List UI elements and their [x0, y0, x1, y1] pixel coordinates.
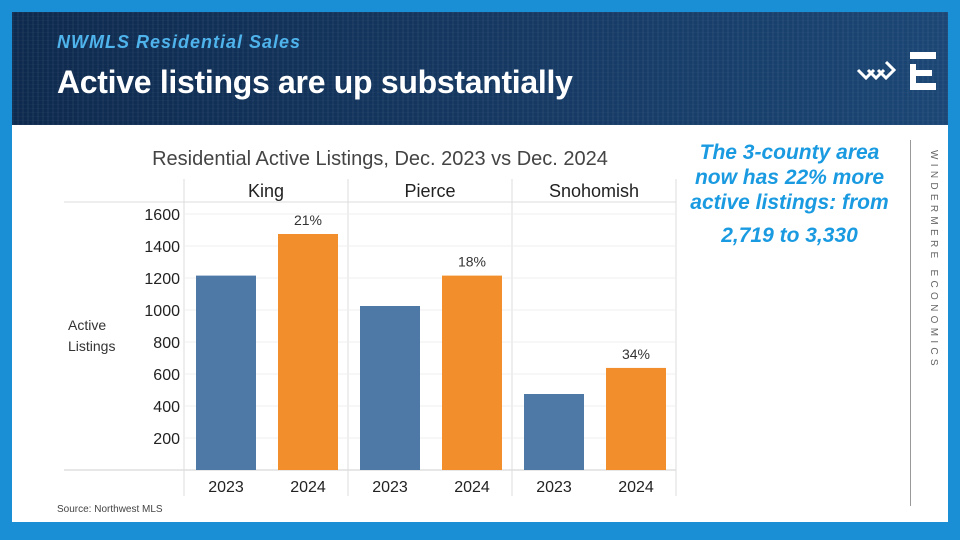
x-tick-label: 2023	[372, 479, 408, 496]
x-tick-label: 2024	[454, 479, 490, 496]
data-label: 18%	[458, 254, 486, 270]
data-label: 21%	[294, 212, 322, 228]
panel-header-label: Snohomish	[549, 181, 639, 201]
slide-title: Active listings are up substantially	[57, 64, 573, 100]
callout-range: 2,719 to 3,330	[721, 224, 858, 247]
slide: NWMLS Residential Sales Active listings …	[12, 12, 948, 528]
brand-divider	[910, 140, 911, 506]
brand-vertical-text: WINDERMERE ECONOMICS	[928, 150, 939, 370]
x-tick-label: 2023	[208, 479, 244, 496]
chart-title: Residential Active Listings, Dec. 2023 v…	[152, 148, 608, 170]
bar	[196, 275, 256, 470]
y-tick-label: 1000	[144, 303, 180, 320]
bottom-strip	[12, 522, 948, 528]
data-label: 34%	[622, 346, 650, 362]
bar	[442, 275, 502, 470]
callout: The 3-county area now has 22% more activ…	[682, 140, 897, 248]
y-tick-label: 400	[153, 399, 180, 416]
panel-header-label: King	[248, 181, 284, 201]
windermere-logo-icon	[856, 52, 936, 90]
x-tick-label: 2024	[618, 479, 654, 496]
y-axis-label: Listings	[68, 338, 115, 354]
header-kicker: NWMLS Residential Sales	[57, 32, 302, 52]
y-tick-label: 1200	[144, 271, 180, 288]
header-banner: NWMLS Residential Sales Active listings …	[12, 12, 948, 125]
source-note: Source: Northwest MLS	[57, 504, 163, 515]
panel-header-label: Pierce	[404, 181, 455, 201]
bar	[278, 234, 338, 470]
y-axis-label: Active	[68, 317, 106, 333]
x-tick-label: 2024	[290, 479, 326, 496]
y-tick-label: 600	[153, 367, 180, 384]
y-tick-label: 1400	[144, 239, 180, 256]
y-tick-label: 800	[153, 335, 180, 352]
bar	[360, 306, 420, 470]
y-tick-label: 1600	[144, 207, 180, 224]
callout-text: The 3-county area now has 22% more activ…	[690, 141, 889, 214]
x-tick-label: 2023	[536, 479, 572, 496]
y-tick-label: 200	[153, 431, 180, 448]
bar-chart: Residential Active Listings, Dec. 2023 v…	[64, 148, 677, 496]
bar	[606, 367, 666, 470]
bar	[524, 394, 584, 470]
